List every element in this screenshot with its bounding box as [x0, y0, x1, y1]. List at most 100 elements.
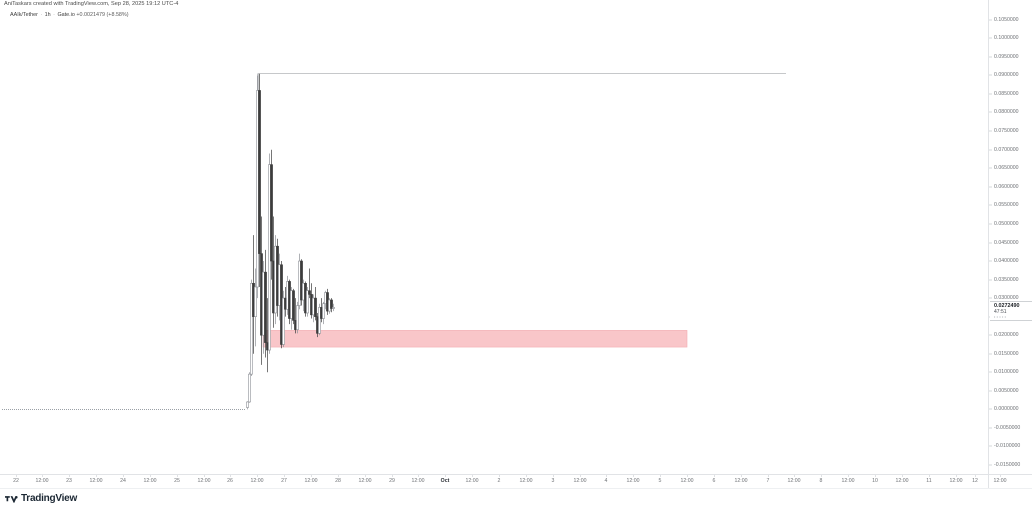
candles-group — [246, 73, 335, 410]
time-tick-mark — [338, 475, 339, 477]
time-tick-label: 12:00 — [35, 478, 49, 484]
time-tick-label: 23 — [66, 478, 72, 484]
time-tick-label-major: Oct — [440, 478, 450, 484]
candle — [300, 259, 303, 306]
price-tick-mark — [989, 353, 992, 355]
time-tick-mark — [472, 475, 473, 477]
candle — [318, 303, 321, 336]
price-tick-label: 0.0400000 — [994, 258, 1019, 264]
time-tick-mark — [392, 475, 393, 477]
time-tick-mark — [794, 475, 795, 477]
time-tick-label: 2 — [497, 478, 501, 484]
price-tick-mark — [989, 93, 992, 95]
time-tick-label: 12 — [972, 478, 978, 484]
candle-body — [332, 307, 335, 309]
time-tick-mark — [902, 475, 903, 477]
price-tick-mark — [989, 242, 992, 244]
chart-footer: TradingView — [0, 488, 1032, 512]
zone-supply-demand-zone — [262, 330, 688, 348]
price-tick-mark — [989, 149, 992, 151]
time-tick-label: 12:00 — [680, 478, 694, 484]
time-tick-label: 10 — [872, 478, 878, 484]
candle — [330, 298, 333, 313]
candle-body — [264, 271, 267, 343]
time-tick-mark — [69, 475, 70, 477]
time-axis[interactable]: 22 12:00 23 12:00 24 12:00 25 12:00 26 12:00 27 12:… — [0, 474, 1032, 489]
time-tick-label: 12:00 — [573, 478, 587, 484]
time-tick-label: 12:00 — [197, 478, 211, 484]
candle-body — [282, 297, 285, 345]
candle-body — [292, 290, 295, 321]
time-tick-mark — [123, 475, 124, 477]
price-zone-group — [262, 330, 688, 348]
tradingview-wordmark: TradingView — [21, 493, 77, 504]
candle — [254, 268, 257, 347]
price-tick-label: 0.0900000 — [994, 72, 1019, 78]
price-tick-mark — [989, 74, 992, 76]
time-tick-label: 11 — [926, 478, 932, 484]
candle — [270, 149, 273, 280]
time-tick-label: 5 — [658, 478, 662, 484]
time-tick-mark — [284, 475, 285, 477]
price-tick-mark — [989, 334, 992, 336]
candle-body — [306, 290, 309, 314]
candle-body — [270, 164, 273, 262]
price-tick-mark — [989, 371, 992, 373]
price-tick-label: 0.0150000 — [994, 351, 1019, 357]
candle — [246, 401, 249, 410]
candle-body — [250, 282, 253, 375]
candle-body — [318, 307, 321, 334]
time-tick-label: 26 — [227, 478, 233, 484]
time-tick-label: 4 — [604, 478, 608, 484]
candle-body — [314, 297, 317, 317]
current-price-time: 47:51 — [994, 309, 1007, 315]
time-tick-label: 12:00 — [143, 478, 157, 484]
price-tick-label: 0.0950000 — [994, 54, 1019, 60]
price-tick-label: 0.0850000 — [994, 91, 1019, 97]
time-tick-mark — [365, 475, 366, 477]
time-tick-label: 12:00 — [250, 478, 264, 484]
time-tick-mark — [150, 475, 151, 477]
price-tick-mark — [989, 297, 992, 299]
time-tick-mark — [821, 475, 822, 477]
candle-body — [246, 401, 249, 408]
candle — [292, 288, 295, 325]
time-tick-mark — [956, 475, 957, 477]
price-tick-mark — [989, 464, 992, 466]
time-tick-mark — [768, 475, 769, 477]
time-tick-label: 12:00 — [411, 478, 425, 484]
price-tick-label: 0.0700000 — [994, 147, 1019, 153]
price-tick-label: 0.0100000 — [994, 369, 1019, 375]
time-tick-label: 12:00 — [787, 478, 801, 484]
current-price-value: 0.0272490 — [994, 303, 1020, 309]
candle — [264, 249, 267, 358]
time-tick-mark — [499, 475, 500, 477]
time-tick-label: 12:00 — [841, 478, 855, 484]
price-tick-mark — [989, 223, 992, 225]
time-tick-label: 27 — [281, 478, 287, 484]
time-tick-mark — [606, 475, 607, 477]
time-tick-mark — [418, 475, 419, 477]
time-tick-label: 28 — [335, 478, 341, 484]
candle-body — [330, 299, 333, 309]
price-tick-label: 0.0450000 — [994, 240, 1019, 246]
candle-body — [296, 305, 299, 330]
price-tick-label: 0.0200000 — [994, 332, 1019, 338]
price-axis[interactable]: 0.1050000 0.1000000 0.0950000 0.0900000 0.08… — [988, 0, 1032, 474]
price-tick-mark — [989, 56, 992, 58]
time-tick-label: 12:00 — [734, 478, 748, 484]
candle-body — [258, 90, 261, 254]
tradingview-logo[interactable]: TradingView — [5, 493, 77, 505]
candle-body — [308, 290, 311, 295]
price-tick-mark — [989, 427, 992, 429]
time-tick-mark — [741, 475, 742, 477]
price-tick-mark — [989, 167, 992, 169]
price-tick-mark — [989, 279, 992, 281]
price-tick-label: 0.0000000 — [994, 406, 1019, 412]
time-tick-label: 25 — [174, 478, 180, 484]
time-tick-label: 12:00 — [895, 478, 909, 484]
candle — [258, 73, 261, 287]
chart-plot-area[interactable] — [0, 0, 988, 474]
time-tick-label: 29 — [389, 478, 395, 484]
price-tick-label: 0.0500000 — [994, 221, 1019, 227]
